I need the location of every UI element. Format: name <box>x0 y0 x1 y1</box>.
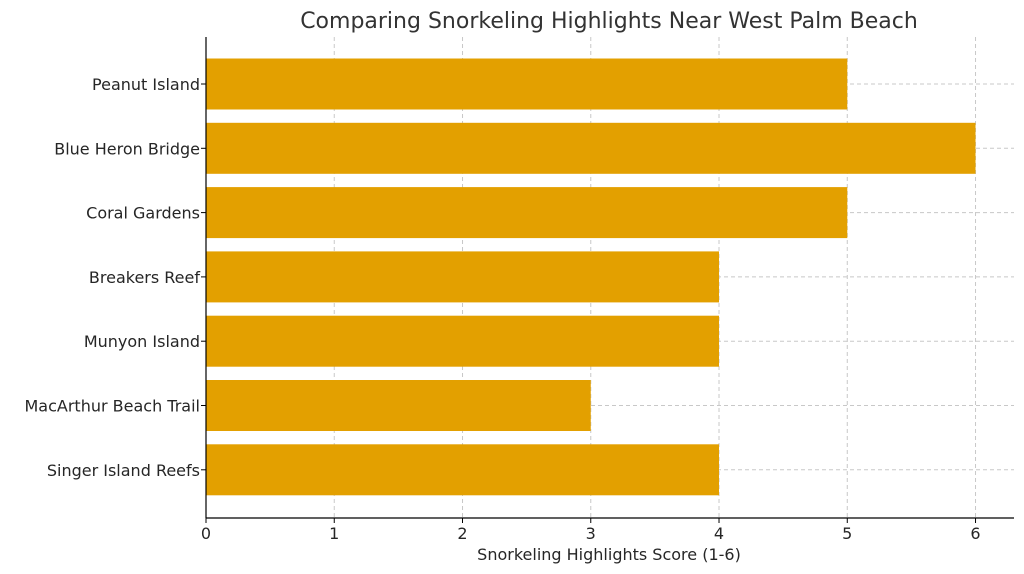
category-label: Peanut Island <box>92 75 200 94</box>
y-tick-labels: Peanut Island Blue Heron Bridge Coral Gard… <box>25 75 201 480</box>
category-label: Coral Gardens <box>86 204 200 223</box>
x-tick-label: 0 <box>201 524 211 543</box>
x-axis-label: Snorkeling Highlights Score (1-6) <box>477 545 741 564</box>
bar <box>206 58 848 110</box>
x-tick-label: 2 <box>457 524 467 543</box>
bar <box>206 444 720 496</box>
bar <box>206 251 720 303</box>
category-label: MacArthur Beach Trail <box>25 397 201 416</box>
x-tick-label: 4 <box>714 524 724 543</box>
chart-title: Comparing Snorkeling Highlights Near Wes… <box>300 9 918 34</box>
bars-layer <box>206 58 976 496</box>
bar <box>206 187 848 239</box>
x-tick-label: 5 <box>842 524 852 543</box>
bar <box>206 380 591 431</box>
bar <box>206 315 720 367</box>
x-tick-labels: 0 1 2 3 4 5 6 <box>201 524 981 543</box>
category-label: Singer Island Reefs <box>47 461 200 480</box>
x-tick-label: 1 <box>329 524 339 543</box>
x-tick-label: 6 <box>970 524 980 543</box>
bar <box>206 122 976 174</box>
category-label: Blue Heron Bridge <box>54 139 200 158</box>
x-tick-label: 3 <box>586 524 596 543</box>
category-label: Breakers Reef <box>89 268 200 287</box>
axes-layer <box>201 37 1014 523</box>
category-label: Munyon Island <box>84 332 200 351</box>
